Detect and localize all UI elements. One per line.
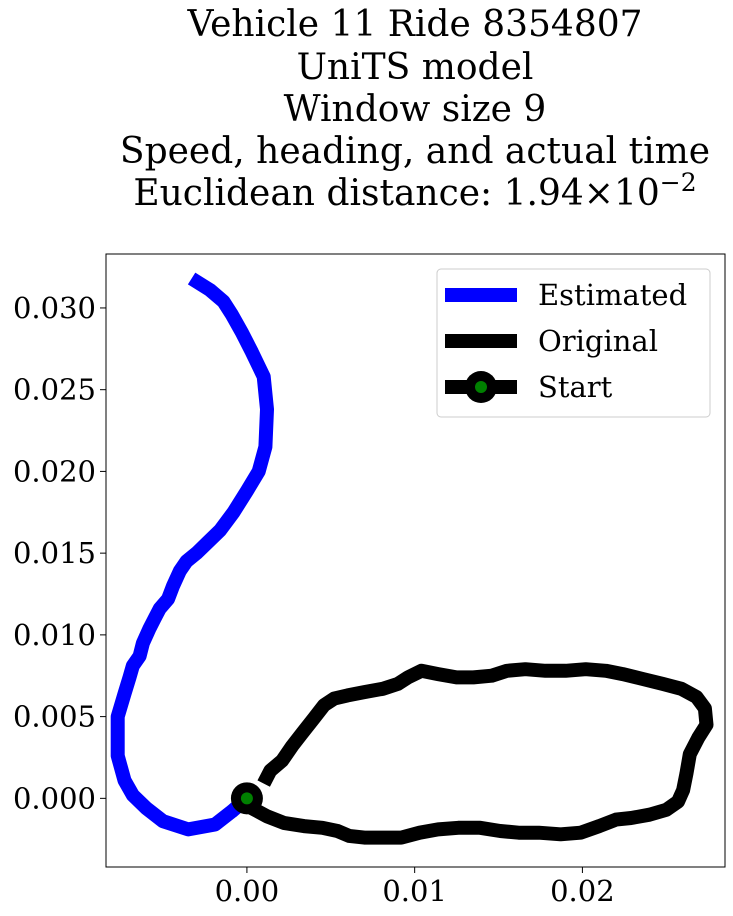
title-distance-exponent: −2 xyxy=(660,168,697,197)
y-tick-label: 0.015 xyxy=(13,536,96,570)
axes-frame xyxy=(105,253,726,868)
legend-label-estimated: Estimated xyxy=(538,278,687,312)
series-line-estimated xyxy=(110,272,274,837)
title-line-3: Window size 9 xyxy=(284,89,547,130)
axes: 0.000 0.005 0.010 0.015 0.020 0.025 0.030 0.00 0… xyxy=(13,253,726,908)
y-tick-label: 0.010 xyxy=(13,618,96,652)
y-tick-label: 0.000 xyxy=(13,781,96,815)
series-line-original xyxy=(240,662,714,845)
x-tick-label: 0.00 xyxy=(215,874,280,908)
title-line-5: Euclidean distance: 1.94×10−2 xyxy=(133,168,696,214)
start-marker-center xyxy=(240,792,253,805)
y-tick-label: 0.025 xyxy=(13,373,96,407)
chart-title: Vehicle 11 Ride 8354807 UniTS model Wind… xyxy=(120,4,710,214)
title-line-1: Vehicle 11 Ride 8354807 xyxy=(186,4,642,45)
legend-start-marker-center xyxy=(475,381,487,393)
title-distance-times: × xyxy=(584,173,614,214)
title-distance-base: 10 xyxy=(614,173,660,214)
title-line-4: Speed, heading, and actual time xyxy=(120,131,710,172)
title-line-2: UniTS model xyxy=(297,47,534,88)
legend-label-original: Original xyxy=(538,324,658,358)
title-distance-mantissa: 1.94 xyxy=(504,173,584,214)
x-tick-label: 0.01 xyxy=(382,874,447,908)
legend-label-start: Start xyxy=(538,370,613,404)
title-distance-prefix: Euclidean distance: xyxy=(133,173,503,214)
y-tick-label: 0.030 xyxy=(13,291,96,325)
x-tick-label: 0.02 xyxy=(550,874,615,908)
y-tick-label: 0.005 xyxy=(13,700,96,734)
legend: Estimated Original Start xyxy=(436,268,711,418)
plot-area xyxy=(110,272,714,845)
y-tick-label: 0.020 xyxy=(13,454,96,488)
